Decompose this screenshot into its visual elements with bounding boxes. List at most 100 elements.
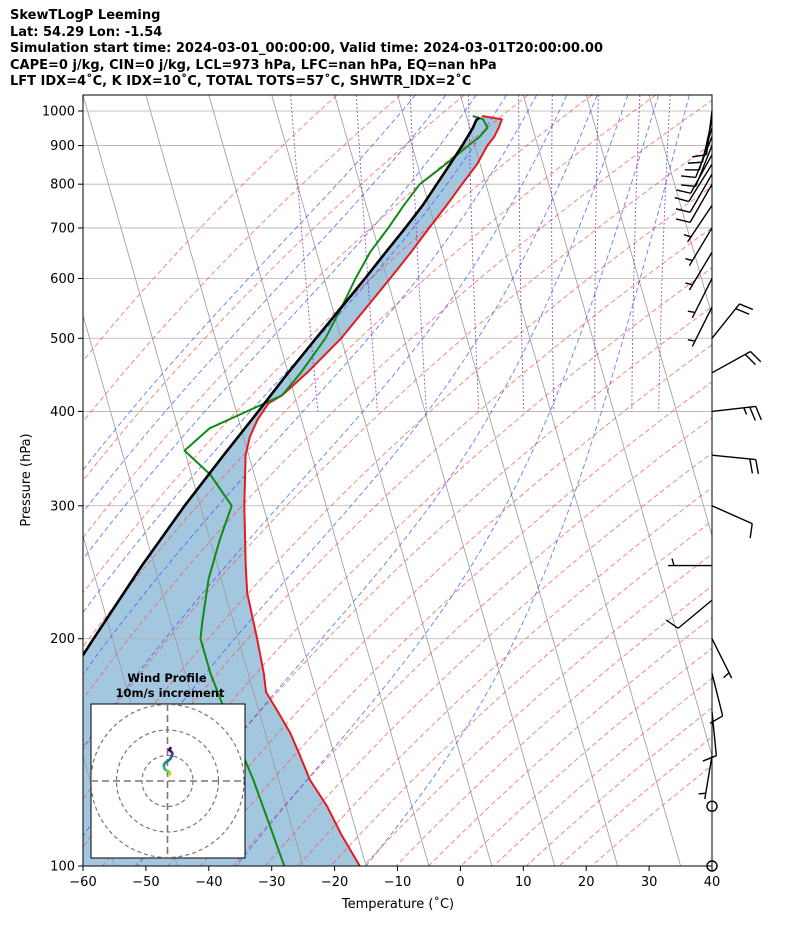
parcel-profile-line <box>83 116 481 658</box>
wind-barb <box>711 454 760 475</box>
x-tick-label: 40 <box>704 875 721 890</box>
dry-adiabat-line <box>83 227 712 849</box>
dry-adiabat-line <box>330 520 712 866</box>
plot-area <box>83 95 712 866</box>
mixing-ratio-line <box>468 95 480 412</box>
hodograph-title: Wind Profile <box>127 671 207 685</box>
wind-barb <box>665 599 713 629</box>
isotherm-line <box>208 95 430 866</box>
x-axis: −60 −50 −40 −30 −20 −10 0 10 20 30 40 <box>69 866 720 890</box>
wind-barb <box>685 227 713 267</box>
stability-parameters: CAPE=0 j/kg, CIN=0 j/kg, LCL=973 hPa, LF… <box>10 57 497 73</box>
wind-barb <box>675 183 713 224</box>
y-tick-label: 600 <box>50 272 75 287</box>
wind-barb <box>698 755 713 800</box>
wind-barb <box>676 154 713 194</box>
y-tick-label: 300 <box>50 499 75 514</box>
isotherm-line <box>585 95 712 538</box>
mixing-ratio-line <box>518 95 525 412</box>
wind-barb <box>711 350 762 374</box>
dry-adiabat-line <box>83 95 657 648</box>
x-tick-label: 20 <box>578 875 595 890</box>
mixing-ratio-line <box>409 95 427 412</box>
wind-barb <box>685 251 713 291</box>
y-axis-label: Pressure (hPa) <box>19 433 34 526</box>
dry-adiabat-line <box>167 344 712 866</box>
dry-adiabat-line <box>83 185 712 800</box>
isotherm-line <box>522 95 712 758</box>
dry-adiabat-line <box>83 143 712 751</box>
dry-adiabat-line <box>265 452 712 866</box>
wind-barb <box>711 303 754 339</box>
wind-barb <box>674 163 713 203</box>
isotherm-line <box>397 95 619 866</box>
y-tick-label: 400 <box>50 405 75 420</box>
temperature-profile-line <box>243 115 503 866</box>
chart-header: SkewTLogP Leeming Lat: 54.29 Lon: -1.54 … <box>10 8 603 91</box>
dry-adiabat-line <box>83 95 529 539</box>
hodograph-trace-segment <box>168 746 172 751</box>
station-title: SkewTLogP Leeming <box>10 8 161 23</box>
x-tick-label: −30 <box>258 875 285 890</box>
dry-adiabat-line <box>83 95 593 594</box>
y-tick-label: 900 <box>50 139 75 154</box>
dry-adiabat-line <box>428 616 712 866</box>
calm-wind-marker <box>706 800 718 812</box>
station-coordinates: Lat: 54.29 Lon: -1.54 <box>10 24 163 40</box>
x-tick-label: −60 <box>69 875 96 890</box>
x-tick-label: −50 <box>132 875 159 890</box>
y-tick-label: 1000 <box>42 104 75 119</box>
y-tick-label: 700 <box>50 221 75 236</box>
moist-adiabat-line <box>83 95 568 749</box>
wind-barb <box>687 306 713 347</box>
dry-adiabat-line <box>83 99 712 700</box>
x-tick-label: −10 <box>384 875 411 890</box>
isotherm-line <box>334 95 556 866</box>
cape-cin-shading <box>83 116 502 866</box>
isotherm-line <box>711 95 712 97</box>
moist-adiabat-line <box>83 95 537 676</box>
dewpoint-profile-line <box>183 115 489 866</box>
y-tick-label: 500 <box>50 332 75 347</box>
mixing-ratio-line <box>551 95 555 412</box>
wind-barb <box>683 204 713 243</box>
mixing-ratio-line <box>631 95 641 412</box>
moist-adiabat-line <box>83 95 416 471</box>
dry-adiabat-line <box>83 95 401 423</box>
wind-barb <box>702 711 718 762</box>
moist-adiabat-line <box>235 95 659 866</box>
dry-adiabat-line <box>134 306 712 866</box>
x-tick-label: 10 <box>515 875 532 890</box>
isotherm-line <box>83 95 304 866</box>
y-tick-label: 200 <box>50 632 75 647</box>
hodograph-subtitle: 10m/s increment <box>116 686 225 700</box>
isotherm-line <box>145 95 367 866</box>
calm-wind-marker <box>706 860 718 872</box>
x-axis-label: Temperature (˚C) <box>341 896 454 912</box>
x-tick-label: 0 <box>456 875 464 890</box>
mixing-ratio-line <box>290 95 319 412</box>
moist-adiabat-line <box>83 95 447 513</box>
dry-adiabat-line <box>102 267 712 866</box>
dry-adiabat-line <box>297 486 712 866</box>
x-tick-label: −40 <box>195 875 222 890</box>
wind-barb <box>675 173 713 213</box>
wind-barb <box>711 405 762 421</box>
mixing-ratio-line <box>594 95 599 412</box>
wind-barb <box>711 638 733 679</box>
isotherm-line <box>460 95 681 866</box>
moist-adiabat-line <box>365 95 690 866</box>
y-axis: 1000 900 800 700 600 500 400 300 200 100 <box>42 104 83 875</box>
wind-barb <box>687 278 713 319</box>
moist-adiabat-line <box>83 95 598 837</box>
wind-barbs <box>665 110 762 872</box>
wind-barb <box>681 136 713 179</box>
mixing-ratio-line <box>658 95 671 412</box>
wind-barb <box>711 505 753 539</box>
moist-adiabat-line <box>83 95 507 614</box>
dry-adiabat-line <box>395 585 712 866</box>
y-tick-label: 100 <box>50 860 75 875</box>
index-parameters: LFT IDX=4˚C, K IDX=10˚C, TOTAL TOTS=57˚C… <box>10 74 472 89</box>
mixing-ratio-line <box>355 95 378 412</box>
